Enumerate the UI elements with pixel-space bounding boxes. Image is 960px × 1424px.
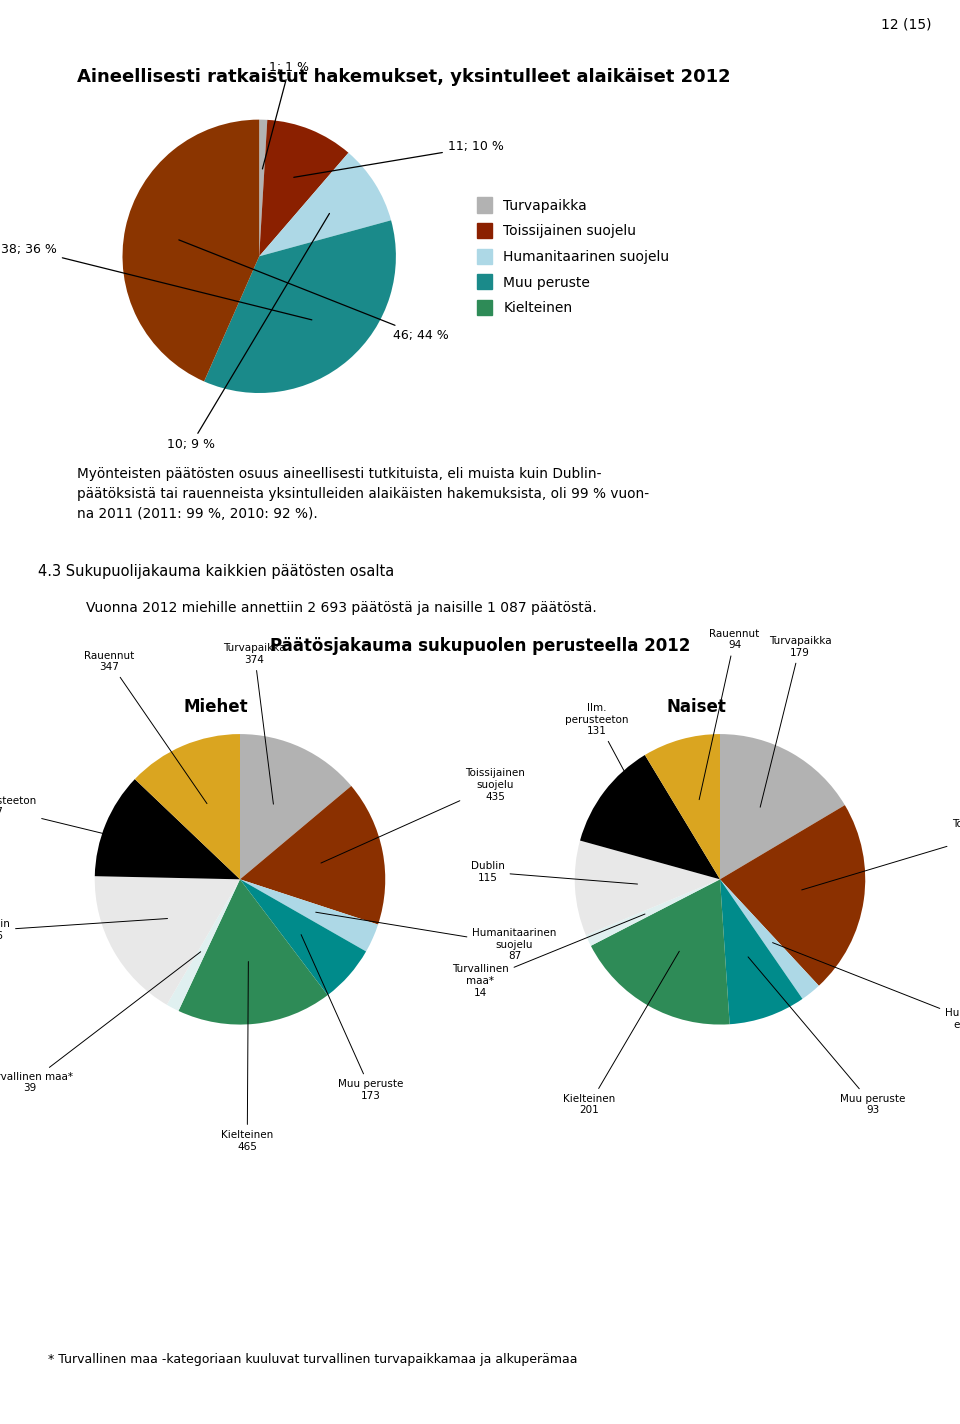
Text: 4.3 Sukupuolijakauma kaikkien päätösten osalta: 4.3 Sukupuolijakauma kaikkien päätösten …: [38, 564, 395, 580]
Text: Humanitaarin
en suojelu
25: Humanitaarin en suojelu 25: [773, 943, 960, 1041]
Wedge shape: [167, 879, 240, 1011]
Wedge shape: [720, 879, 803, 1024]
Wedge shape: [575, 840, 720, 936]
Text: Dublin
456: Dublin 456: [0, 918, 168, 941]
Text: Myönteisten päätösten osuus aineellisesti tutkituista, eli muista kuin Dublin-
p: Myönteisten päätösten osuus aineellisest…: [77, 467, 649, 521]
Wedge shape: [240, 786, 385, 924]
Wedge shape: [720, 805, 865, 985]
Wedge shape: [580, 755, 720, 879]
Wedge shape: [95, 876, 240, 1005]
Text: Toissijainen
suojelu
235: Toissijainen suojelu 235: [802, 819, 960, 890]
Text: Kielteinen
201: Kielteinen 201: [564, 951, 680, 1115]
Text: Aineellisesti ratkaistut hakemukset, yksintulleet alaikäiset 2012: Aineellisesti ratkaistut hakemukset, yks…: [77, 68, 731, 87]
Text: Kielteinen
465: Kielteinen 465: [221, 961, 274, 1152]
Text: Vuonna 2012 miehille annettiin 2 693 päätöstä ja naisille 1 087 päätöstä.: Vuonna 2012 miehille annettiin 2 693 pää…: [86, 601, 597, 615]
Wedge shape: [720, 879, 819, 998]
Text: 12 (15): 12 (15): [880, 17, 931, 31]
Wedge shape: [240, 879, 378, 951]
Wedge shape: [259, 152, 391, 256]
Text: Turvapaikka
374: Turvapaikka 374: [224, 644, 286, 805]
Wedge shape: [259, 120, 267, 256]
Text: Toissijainen
suojelu
435: Toissijainen suojelu 435: [321, 769, 525, 863]
Text: Turvallinen
maa*
14: Turvallinen maa* 14: [452, 914, 645, 998]
Wedge shape: [645, 735, 720, 879]
Wedge shape: [240, 735, 351, 879]
Text: Miehet: Miehet: [183, 698, 249, 716]
Wedge shape: [134, 735, 240, 879]
Text: Ilm.
perusteeton
131: Ilm. perusteeton 131: [564, 703, 655, 829]
Text: Muu peruste
93: Muu peruste 93: [748, 957, 905, 1115]
Wedge shape: [204, 221, 396, 393]
Text: Rauennut
94: Rauennut 94: [699, 629, 759, 800]
Wedge shape: [95, 779, 240, 879]
Wedge shape: [720, 735, 845, 879]
Wedge shape: [179, 879, 327, 1024]
Wedge shape: [259, 120, 348, 256]
Text: Naiset: Naiset: [666, 698, 726, 716]
Text: 10; 9 %: 10; 9 %: [167, 214, 329, 451]
Text: Turvallinen maa*
39: Turvallinen maa* 39: [0, 951, 201, 1094]
Text: Päätösjakauma sukupuolen perusteella 2012: Päätösjakauma sukupuolen perusteella 201…: [270, 637, 690, 655]
Text: Humanitaarinen
suojelu
87: Humanitaarinen suojelu 87: [316, 913, 557, 961]
Text: 1; 1 %: 1; 1 %: [262, 61, 309, 169]
Wedge shape: [123, 120, 259, 382]
Wedge shape: [240, 879, 366, 995]
Text: Ilm. perusteeton
317: Ilm. perusteeton 317: [0, 796, 163, 849]
Text: 46; 44 %: 46; 44 %: [179, 239, 449, 342]
Text: Turvapaikka
179: Turvapaikka 179: [760, 637, 831, 807]
Text: Dublin
115: Dublin 115: [470, 862, 637, 884]
Wedge shape: [586, 879, 720, 946]
Text: Rauennut
347: Rauennut 347: [84, 651, 207, 803]
Legend: Turvapaikka, Toissijainen suojelu, Humanitaarinen suojelu, Muu peruste, Kieltein: Turvapaikka, Toissijainen suojelu, Human…: [471, 192, 675, 320]
Wedge shape: [590, 879, 730, 1024]
Text: 38; 36 %: 38; 36 %: [1, 244, 312, 320]
Text: 11; 10 %: 11; 10 %: [294, 141, 504, 178]
Text: Muu peruste
173: Muu peruste 173: [301, 934, 403, 1101]
Text: * Turvallinen maa -kategoriaan kuuluvat turvallinen turvapaikkamaa ja alkuperäma: * Turvallinen maa -kategoriaan kuuluvat …: [48, 1353, 578, 1366]
